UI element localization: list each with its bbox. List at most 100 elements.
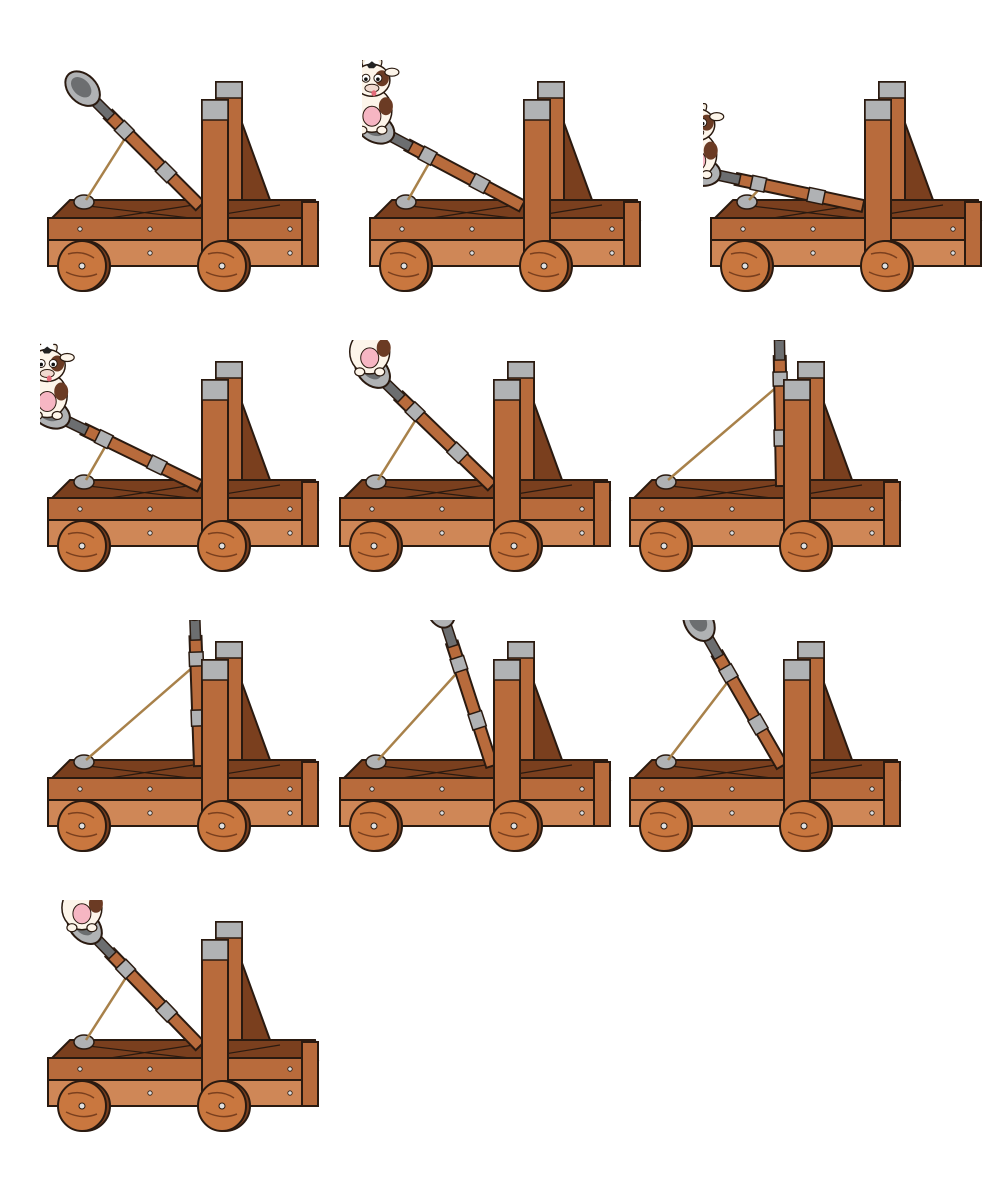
wheel-front xyxy=(720,240,774,292)
arm-band xyxy=(468,172,491,195)
cow-payload xyxy=(362,60,400,135)
throwing-arm xyxy=(682,620,789,771)
catapult-frame-6 xyxy=(629,340,902,572)
arm-band xyxy=(717,662,740,684)
wheel-rear xyxy=(197,1080,251,1132)
wheel-front xyxy=(57,520,111,572)
winch-drum xyxy=(73,474,95,490)
wheel-rear xyxy=(779,800,833,852)
arm-band xyxy=(746,712,770,736)
catapult-base xyxy=(47,199,320,267)
winch-drum xyxy=(655,754,677,770)
wheel-front xyxy=(349,520,403,572)
arm-band xyxy=(445,441,470,465)
beam-cap-front xyxy=(201,939,229,961)
wheel-rear xyxy=(489,800,543,852)
winch-rope xyxy=(84,971,131,1041)
beam-cap-front xyxy=(864,99,892,121)
winch-drum xyxy=(736,194,758,210)
winch-rope xyxy=(376,414,420,481)
cow-payload xyxy=(40,343,75,421)
winch-rope xyxy=(377,668,462,761)
catapult-frame-4 xyxy=(40,343,320,572)
wheel-front xyxy=(639,800,693,852)
wheel-front xyxy=(57,800,111,852)
throwing-arm xyxy=(64,70,206,212)
winch-rope xyxy=(667,383,782,481)
upright-beam-front xyxy=(201,99,229,261)
arm-band xyxy=(145,454,169,476)
arm-band xyxy=(188,651,205,668)
beam-cap-front xyxy=(783,379,811,401)
catapult-frame-10 xyxy=(47,900,320,1132)
catapult-frame-1 xyxy=(47,70,320,292)
catapult-frame-3 xyxy=(703,81,983,292)
beam-cap-rear xyxy=(507,641,535,659)
upright-beam-front xyxy=(493,659,521,821)
cow-payload xyxy=(61,900,103,933)
wheel-rear xyxy=(197,800,251,852)
winch-rope xyxy=(667,676,732,761)
arm-band xyxy=(467,709,488,732)
wheel-rear xyxy=(860,240,914,292)
catapult-frame-2 xyxy=(362,60,642,292)
upright-beam-front xyxy=(493,379,521,541)
winch-drum xyxy=(73,194,95,210)
arm-band xyxy=(749,174,768,193)
catapult-frame-7 xyxy=(47,620,320,852)
arm-band xyxy=(417,145,439,167)
winch-drum xyxy=(365,754,387,770)
wheel-front xyxy=(639,520,693,572)
beam-cap-front xyxy=(201,99,229,121)
arm-band xyxy=(805,186,827,206)
wheel-rear xyxy=(519,240,573,292)
upright-beam-front xyxy=(864,99,892,261)
upright-beam-front xyxy=(201,939,229,1101)
wheel-front xyxy=(379,240,433,292)
beam-cap-rear xyxy=(215,921,243,939)
upright-beam-front xyxy=(201,659,229,821)
wheel-front xyxy=(57,1080,111,1132)
beam-cap-front xyxy=(783,659,811,681)
wheel-rear xyxy=(489,520,543,572)
winch-drum xyxy=(73,1034,95,1050)
wheel-front xyxy=(349,800,403,852)
arm-band xyxy=(114,958,137,980)
beam-cap-rear xyxy=(507,361,535,379)
wheel-rear xyxy=(197,520,251,572)
arm-band xyxy=(154,160,178,184)
beam-cap-front xyxy=(201,379,229,401)
upright-beam-front xyxy=(783,659,811,821)
catapult-base xyxy=(47,1039,320,1107)
winch-rope xyxy=(406,157,434,201)
beam-cap-front xyxy=(523,99,551,121)
winch-rope xyxy=(85,663,198,761)
arm-band xyxy=(93,428,115,450)
catapult-frame-5 xyxy=(339,340,612,572)
winch-rope xyxy=(84,133,129,201)
beam-cap-rear xyxy=(215,641,243,659)
catapult-frame-9 xyxy=(629,620,902,852)
catapult-frame-8 xyxy=(339,620,612,852)
beam-cap-rear xyxy=(537,81,565,99)
arm-band xyxy=(155,999,179,1024)
arm-band xyxy=(404,400,426,423)
beam-cap-rear xyxy=(878,81,906,99)
wheel-rear xyxy=(197,240,251,292)
upright-beam-front xyxy=(783,379,811,541)
upright-beam-front xyxy=(523,99,551,261)
beam-cap-rear xyxy=(797,641,825,659)
catapult-base xyxy=(339,479,612,547)
beam-cap-front xyxy=(493,659,521,681)
winch-drum xyxy=(365,474,387,490)
arm-band xyxy=(449,654,469,675)
beam-cap-rear xyxy=(797,361,825,379)
cow-payload xyxy=(703,102,725,180)
winch-drum xyxy=(395,194,417,210)
arm-band xyxy=(113,119,136,142)
beam-cap-rear xyxy=(215,81,243,99)
beam-cap-front xyxy=(201,659,229,681)
spoon-bucket xyxy=(179,620,210,622)
catapult-base xyxy=(710,199,983,267)
